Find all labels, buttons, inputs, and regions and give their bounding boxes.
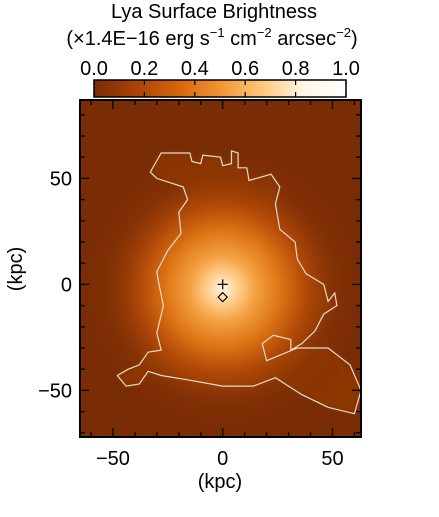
unit-tail: arcsec <box>272 28 336 50</box>
unit-exp-2: −2 <box>257 25 272 40</box>
contour-line <box>116 150 361 415</box>
unit-prefix: (×1.4E−16 erg s <box>66 28 209 50</box>
colorbar-tick-label: 0.4 <box>181 58 209 80</box>
x-tick-label: 0 <box>217 448 228 470</box>
heatmap-emission <box>80 138 361 437</box>
colorbar-tick-labels: 0.0 0.2 0.4 0.6 0.8 1.0 <box>80 58 360 80</box>
unit-close: ) <box>351 28 358 50</box>
colorbar-tick-label: 0.8 <box>282 58 310 80</box>
plot-frame <box>79 99 362 438</box>
unit-exp-3: −2 <box>336 25 351 40</box>
unit-mid: cm <box>225 28 257 50</box>
colorbar-unit-label: (×1.4E−16 erg s−1 cm−2 arcsec−2) <box>66 25 357 50</box>
y-axis-label: (kpc) <box>5 247 27 291</box>
colorbar <box>93 79 347 98</box>
colorbar-ticks <box>93 80 347 97</box>
y-tick-label: 0 <box>61 274 72 296</box>
y-tick-label: −50 <box>38 380 72 402</box>
chart-title: Lya Surface Brightness <box>111 1 317 23</box>
unit-exp-1: −1 <box>210 25 225 40</box>
diamond-marker <box>217 291 229 303</box>
axis-ticks <box>80 100 361 437</box>
axis-tick-labels: −50 0 50 50 0 −50 <box>38 168 344 470</box>
x-tick-label: 50 <box>321 448 343 470</box>
heatmap-image <box>80 100 361 437</box>
colorbar-tick-label: 0.6 <box>231 58 259 80</box>
colorbar-tick-label: 0.2 <box>130 58 158 80</box>
plus-marker <box>217 279 228 290</box>
y-tick-label: 50 <box>50 168 72 190</box>
colorbar-tick-label: 1.0 <box>332 58 360 80</box>
colorbar-tick-label: 0.0 <box>80 58 108 80</box>
x-axis-label: (kpc) <box>198 471 242 493</box>
x-tick-label: −50 <box>96 448 130 470</box>
markers <box>217 279 229 303</box>
